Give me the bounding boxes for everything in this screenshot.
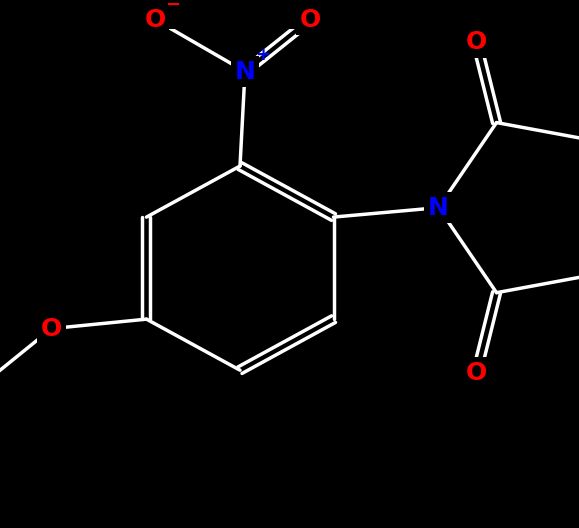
Text: N: N: [234, 60, 255, 83]
Text: −: −: [166, 0, 181, 13]
Text: +: +: [255, 45, 270, 63]
Text: O: O: [41, 317, 62, 341]
Text: N: N: [428, 196, 449, 220]
Text: O: O: [299, 7, 321, 32]
Text: O: O: [466, 30, 487, 54]
Text: O: O: [144, 7, 166, 32]
Text: O: O: [466, 361, 487, 385]
